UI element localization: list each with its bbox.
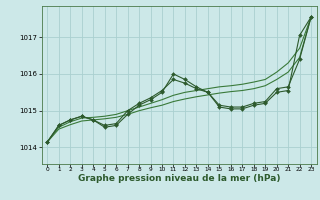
X-axis label: Graphe pression niveau de la mer (hPa): Graphe pression niveau de la mer (hPa) [78,174,280,183]
